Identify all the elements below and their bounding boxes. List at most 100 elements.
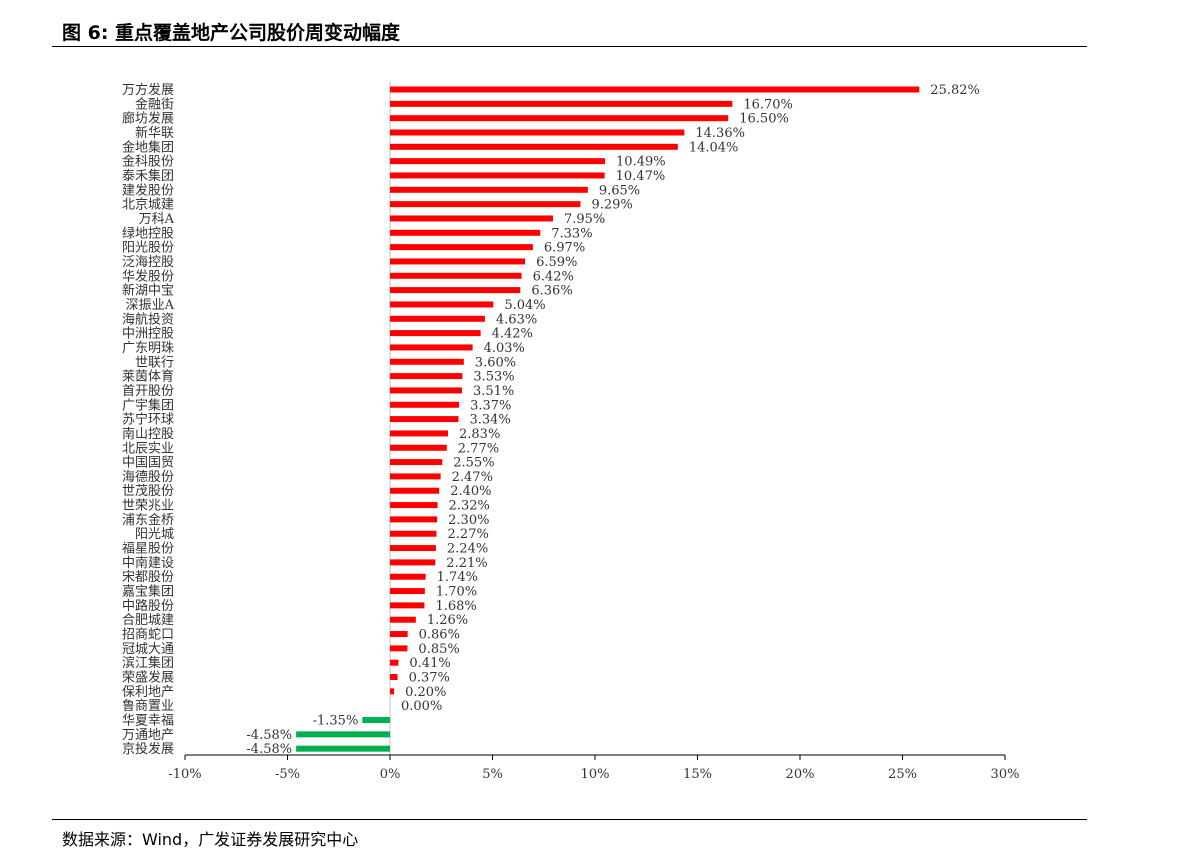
bar <box>390 172 605 179</box>
category-label: 泰禾集团 <box>122 168 174 184</box>
category-label: 中南建设 <box>122 555 174 571</box>
x-tick-label: 15% <box>683 767 712 782</box>
bar <box>390 244 533 251</box>
x-tick-label: 10% <box>581 767 610 782</box>
value-label: 3.51% <box>473 384 514 399</box>
value-label: 25.82% <box>930 83 980 98</box>
category-label: 广东明珠 <box>122 341 174 356</box>
value-label: 3.60% <box>475 355 516 370</box>
bar <box>296 731 390 738</box>
bar <box>390 86 920 93</box>
value-label: -1.35% <box>313 714 359 729</box>
category-label: 招商蛇口 <box>122 628 174 643</box>
category-label: 绿地控股 <box>122 226 174 241</box>
bar <box>390 330 481 337</box>
category-label: 金地集团 <box>122 139 174 155</box>
value-label: 14.36% <box>695 126 745 141</box>
category-label: 建发股份 <box>122 182 174 198</box>
category-label: 新湖中宝 <box>122 283 174 299</box>
bar <box>390 502 438 509</box>
category-label: 海航投资 <box>122 311 174 327</box>
category-label: 世荣兆业 <box>122 499 174 514</box>
value-label: 6.42% <box>533 269 574 284</box>
value-label: 2.24% <box>447 542 488 557</box>
bar <box>390 631 408 638</box>
bar <box>390 444 447 451</box>
bar <box>390 645 408 652</box>
category-label: 浦东金桥 <box>122 512 174 528</box>
value-label: 0.20% <box>405 685 446 700</box>
value-label: 0.85% <box>418 642 459 657</box>
value-label: 2.77% <box>458 441 499 456</box>
bar <box>390 129 685 136</box>
x-tick-label: 25% <box>888 767 917 782</box>
category-label: 苏宁环球 <box>122 412 174 428</box>
x-tick-label: -10% <box>168 767 201 782</box>
value-label: 10.47% <box>616 169 666 184</box>
category-label: 京投发展 <box>122 741 174 757</box>
category-label: 冠城大通 <box>122 642 174 657</box>
category-label: 华夏幸福 <box>122 714 174 729</box>
bar <box>390 315 485 322</box>
value-label: 6.97% <box>544 241 585 256</box>
bar <box>390 258 526 265</box>
bar <box>390 602 425 609</box>
value-label: 10.49% <box>616 155 666 170</box>
category-label: 深振业A <box>126 298 175 313</box>
x-tick-label: 30% <box>991 767 1020 782</box>
category-label: 金融街 <box>135 96 174 112</box>
value-label: 1.68% <box>435 599 476 614</box>
value-label: -4.58% <box>246 728 292 743</box>
value-label: 5.04% <box>504 298 545 313</box>
bar <box>390 272 522 279</box>
category-label: 南山控股 <box>122 426 174 442</box>
value-label: 7.33% <box>551 226 592 241</box>
bar <box>390 229 541 236</box>
category-label: 北京城建 <box>122 198 174 213</box>
bar <box>390 401 460 408</box>
value-label: 1.70% <box>436 585 477 600</box>
bottom-rule <box>52 819 1087 820</box>
source-note: 数据来源：Wind，广发证券发展研究中心 <box>62 830 359 849</box>
bar <box>390 287 521 294</box>
category-label: 万通地产 <box>122 728 174 743</box>
bar <box>390 373 463 380</box>
category-label: 保利地产 <box>122 685 174 700</box>
value-label: 7.95% <box>564 212 605 227</box>
x-tick-label: -5% <box>275 767 300 782</box>
value-label: 2.30% <box>448 513 489 528</box>
category-label: 万方发展 <box>122 82 174 98</box>
value-label: 0.00% <box>401 699 442 714</box>
bar <box>390 530 437 537</box>
category-label: 中国国贸 <box>122 456 174 471</box>
bar <box>390 344 473 351</box>
category-label: 北辰实业 <box>122 441 174 456</box>
bar <box>390 459 443 466</box>
category-label: 广宇集团 <box>122 397 174 413</box>
value-label: 0.86% <box>419 628 460 643</box>
value-label: 14.04% <box>689 140 739 155</box>
bar <box>390 487 440 494</box>
value-label: 3.53% <box>473 370 514 385</box>
bar <box>390 416 459 423</box>
value-label: 2.47% <box>452 470 493 485</box>
category-label: 荣盛发展 <box>122 670 174 686</box>
value-label: 16.50% <box>739 112 789 127</box>
category-label: 莱茵体育 <box>122 369 174 385</box>
value-label: 2.55% <box>453 456 494 471</box>
category-label: 世茂股份 <box>122 484 174 499</box>
value-label: 0.37% <box>409 671 450 686</box>
bar <box>390 358 464 365</box>
value-label: 2.83% <box>459 427 500 442</box>
bar <box>390 186 588 193</box>
value-label: 4.42% <box>492 327 533 342</box>
value-label: 9.65% <box>599 183 640 198</box>
bar <box>390 387 462 394</box>
category-label: 廊坊发展 <box>122 111 174 127</box>
category-label: 中洲控股 <box>122 327 174 342</box>
category-label: 海德股份 <box>122 470 174 485</box>
value-label: 6.59% <box>536 255 577 270</box>
bar <box>390 201 581 208</box>
bar <box>390 473 441 480</box>
